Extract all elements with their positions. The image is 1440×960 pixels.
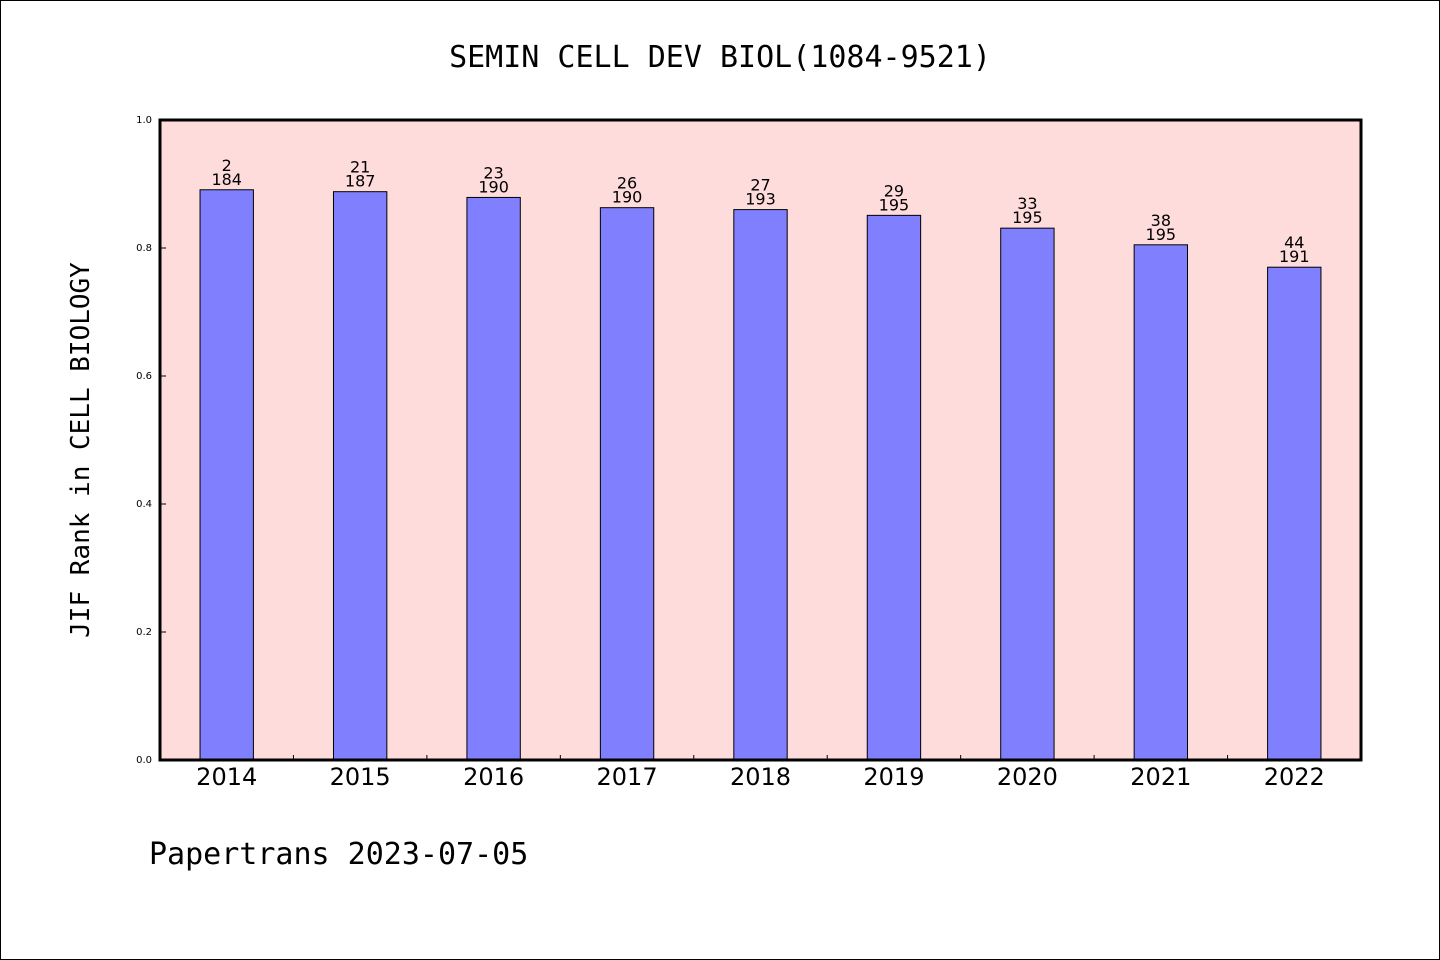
bar — [733, 209, 788, 761]
bar — [199, 189, 254, 761]
bar-total-label: 195 — [1146, 225, 1177, 244]
bar-rank-label: 23 — [483, 163, 503, 182]
bar-rank-label: 26 — [617, 174, 637, 193]
bar-total-label: 193 — [745, 190, 776, 209]
x-tick-label: 2016 — [463, 763, 524, 791]
y-tick-label: 0.2 — [136, 627, 152, 638]
x-ticks-group: 2014 2015 2016 2017 2018 2019 2020 2021 2022 — [196, 755, 1325, 791]
bar-rank-label: 38 — [1151, 211, 1171, 230]
bar — [332, 191, 388, 761]
bars-group — [199, 189, 1322, 761]
x-tick-label: 2020 — [997, 763, 1058, 791]
y-tick-label: 0.6 — [136, 371, 152, 382]
x-tick-label: 2017 — [597, 763, 658, 791]
bar-rank-label: 33 — [1017, 194, 1037, 213]
bar — [466, 196, 521, 761]
y-tick-label: 0.8 — [136, 243, 152, 254]
y-tick-label: 0.0 — [136, 755, 152, 766]
bar-total-label: 190 — [612, 188, 643, 207]
x-tick-label: 2021 — [1130, 763, 1191, 791]
plot-border — [158, 118, 1363, 762]
y-tick-label: 1.0 — [136, 115, 152, 126]
bar-total-label: 190 — [478, 177, 509, 196]
bar — [599, 207, 655, 761]
y-tick-label: 0.4 — [136, 499, 152, 510]
y-axis-label: JIF Rank in CELL BIOLOGY — [66, 262, 96, 638]
bar-rank-label: 27 — [750, 176, 770, 195]
bar — [1133, 244, 1189, 761]
x-tick-label: 2015 — [330, 763, 391, 791]
bar — [1267, 266, 1322, 761]
bar-rank-label: 2 — [222, 156, 232, 175]
bar-total-label: 191 — [1279, 247, 1310, 266]
footer-credit: Papertrans 2023-07-05 — [149, 837, 528, 872]
bar-total-label: 195 — [1012, 208, 1043, 227]
chart-title: SEMIN CELL DEV BIOL(1084-9521) — [449, 40, 991, 75]
x-tick-label: 2022 — [1264, 763, 1325, 791]
bar-total-label: 187 — [345, 172, 376, 191]
x-tick-label: 2018 — [730, 763, 791, 791]
bar-rank-label: 21 — [350, 158, 370, 177]
bar — [1000, 227, 1055, 761]
bar-rank-label: 44 — [1284, 233, 1304, 252]
bar — [866, 214, 922, 761]
bar-rank-label: 29 — [884, 181, 904, 200]
bar-total-label: 184 — [211, 170, 242, 189]
bar-total-label: 195 — [879, 195, 910, 214]
x-tick-label: 2019 — [863, 763, 924, 791]
x-tick-label: 2014 — [196, 763, 257, 791]
